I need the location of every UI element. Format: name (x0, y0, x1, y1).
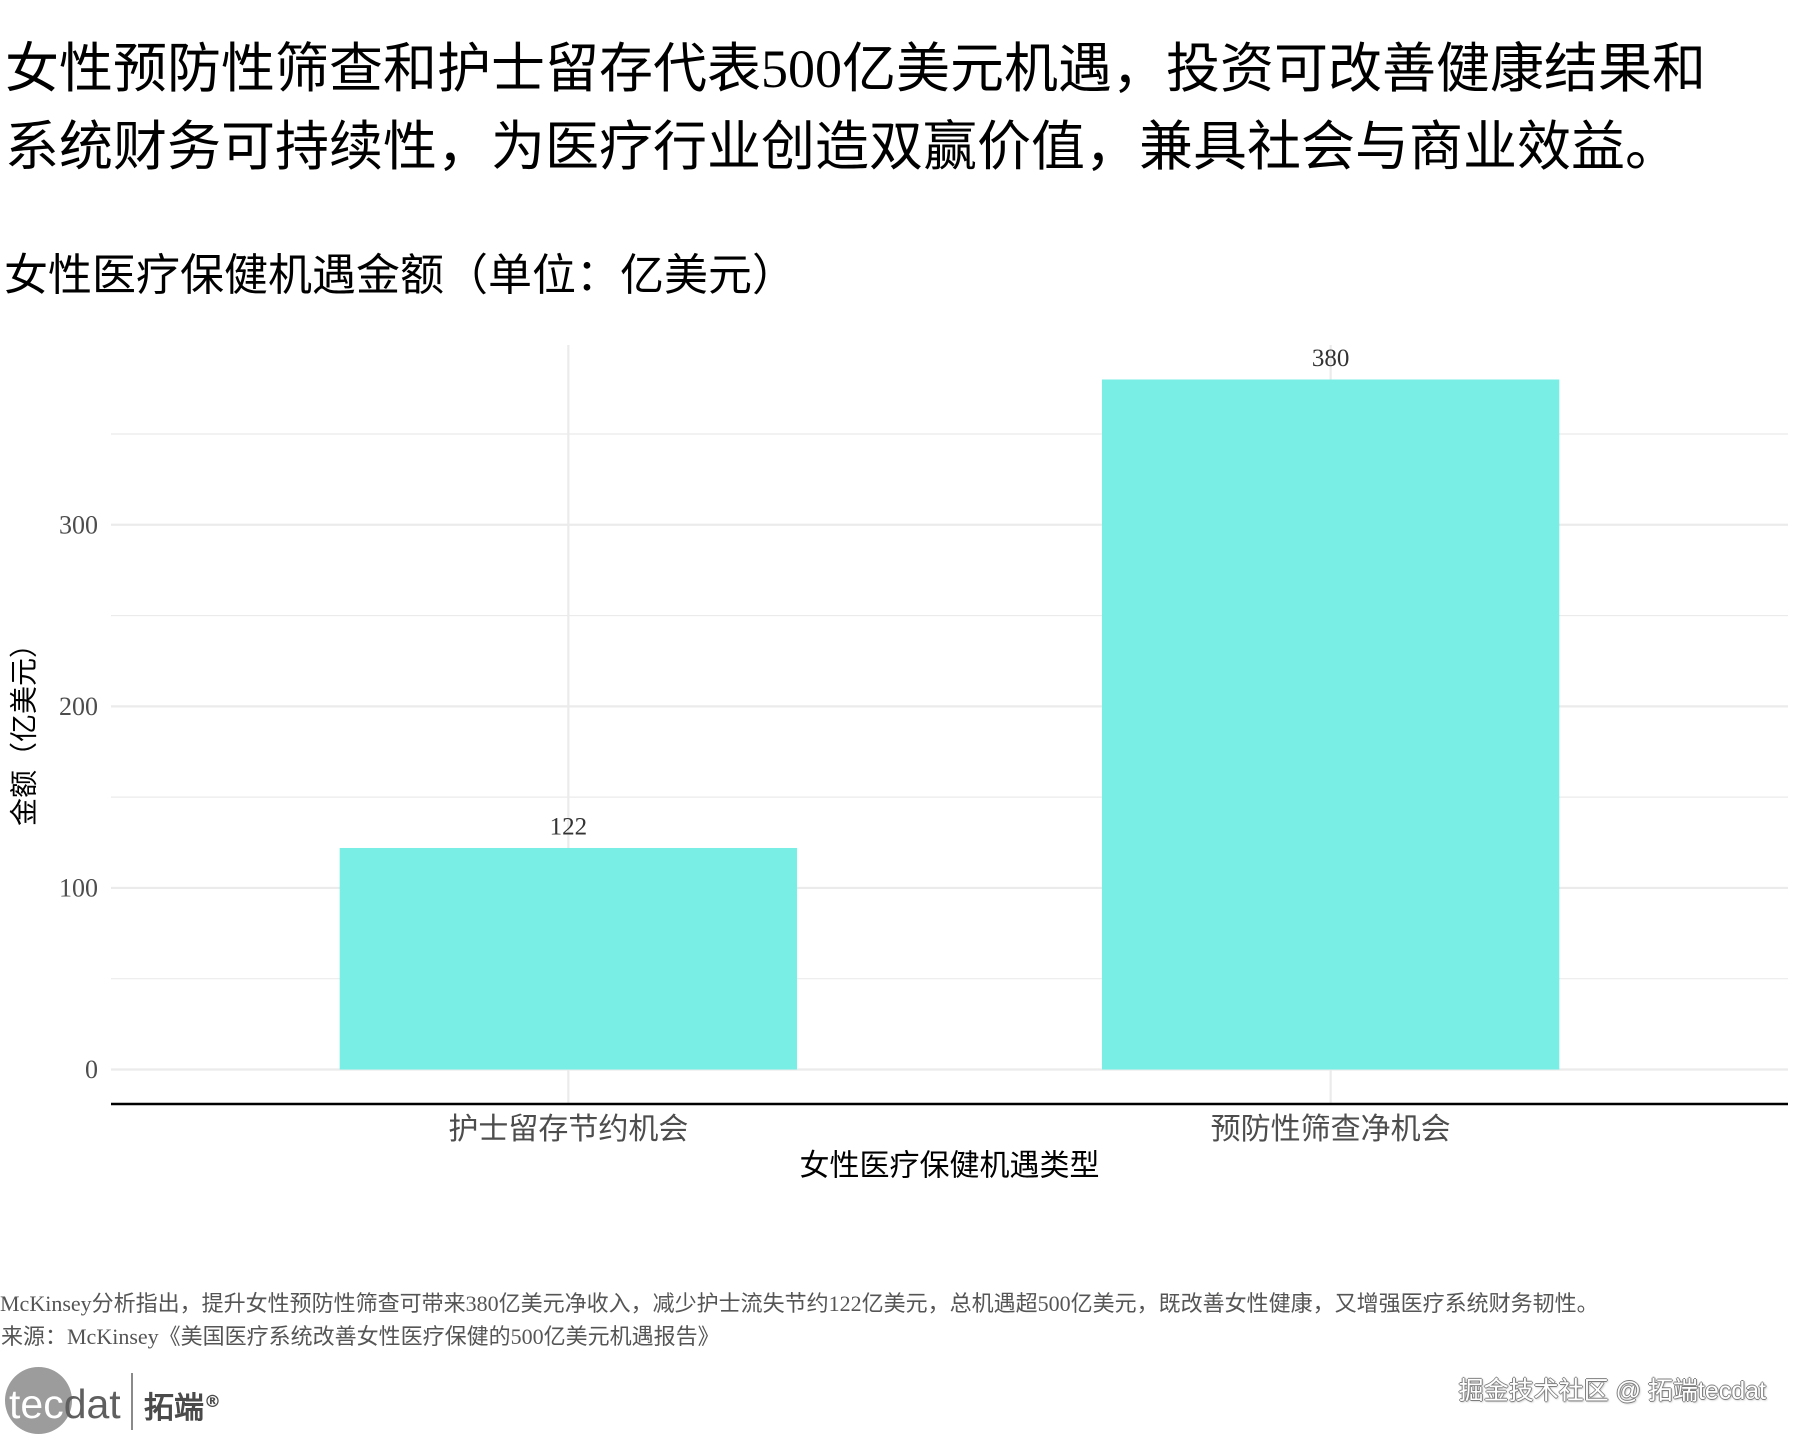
chart-title-line: 女性预防性筛查和护士留存代表500亿美元机遇，投资可改善健康结果和 (5, 39, 1706, 99)
tecdat-logo: tecdat 拓端® (0, 1366, 240, 1438)
x-tick-label: 预防性筛查净机会 (1211, 1113, 1451, 1146)
chart-source: 来源：McKinsey《美国医疗系统改善女性医疗保健的500亿美元机遇报告》 (1, 1324, 720, 1349)
chart-caption: McKinsey分析指出，提升女性预防性筛查可带来380亿美元净收入，减少护士流… (0, 1291, 1599, 1316)
logo-name-text: 拓端 (144, 1391, 204, 1426)
y-tick-label: 200 (59, 692, 98, 721)
bar-value-label: 380 (1312, 345, 1350, 372)
y-tick-label: 100 (59, 873, 98, 902)
y-tick-label: 300 (59, 510, 98, 539)
chart-title-line: 系统财务可持续性，为医疗行业创造双赢价值，兼具社会与商业效益。 (5, 117, 1679, 177)
bar (1101, 379, 1560, 1070)
bar-value-label: 122 (550, 813, 588, 840)
chart-title: 女性预防性筛查和护士留存代表500亿美元机遇，投资可改善健康结果和 系统财务可持… (5, 30, 1706, 186)
watermark: 掘金技术社区 @ 拓端tecdat (1458, 1377, 1766, 1405)
logo-name: 拓端® (144, 1385, 221, 1426)
chart-subtitle: 女性医疗保健机遇金额（单位：亿美元） (4, 251, 796, 300)
logo-divider (131, 1373, 133, 1430)
registered-mark-icon: ® (204, 1392, 221, 1412)
bar-value-labels: 122 380 (550, 345, 1350, 840)
bar (339, 847, 798, 1070)
logo-wordmark: tecdat (9, 1381, 121, 1427)
y-axis-tick-labels: 0 100 200 300 (59, 510, 98, 1084)
y-axis-title: 金额（亿美元） (9, 630, 41, 826)
x-axis-title: 女性医疗保健机遇类型 (800, 1150, 1100, 1183)
y-tick-label: 0 (85, 1055, 98, 1084)
x-axis-tick-labels: 护士留存节约机会 预防性筛查净机会 (448, 1113, 1450, 1146)
bars (339, 379, 1560, 1070)
x-tick-label: 护士留存节约机会 (448, 1113, 688, 1146)
logo-circle-icon (5, 1367, 72, 1434)
